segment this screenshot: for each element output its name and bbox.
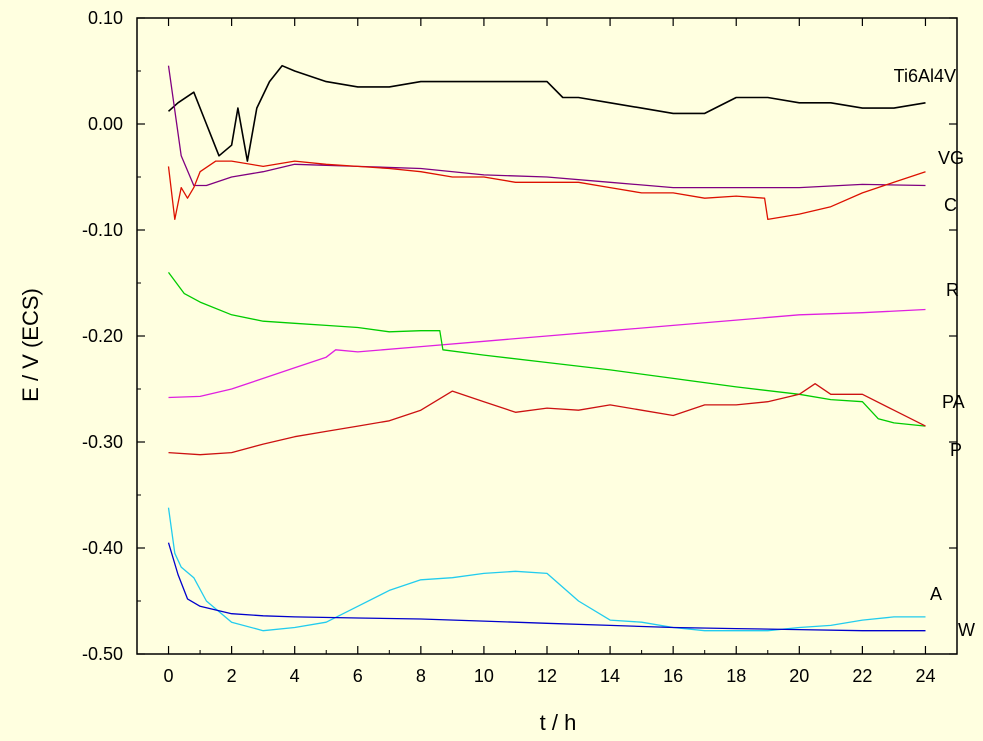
y-axis-title: E / V (ECS) [18, 288, 43, 402]
y-tick-label: -0.20 [82, 326, 123, 346]
series-label-pa: PA [942, 392, 965, 412]
series-lines [167, 64, 926, 632]
axis-ticks: 0 2 4 6 8 10 12 14 16 18 20 22 24-0.50-0.40-0.30-0.2… [82, 8, 957, 686]
series-line-a [167, 507, 926, 632]
series-label-ti6al4v: Ti6Al4V [894, 66, 956, 86]
series-label-c: C [944, 195, 957, 215]
y-tick-label: -0.10 [82, 220, 123, 240]
series-label-vg: VG [938, 148, 964, 168]
x-tick-label: 10 [474, 666, 494, 686]
x-tick-label: 8 [416, 666, 426, 686]
x-tick-label: 20 [789, 666, 809, 686]
y-tick-label: -0.50 [82, 644, 123, 664]
x-tick-label: 24 [915, 666, 935, 686]
series-line-vg [167, 65, 926, 189]
series-label-p: P [950, 440, 962, 460]
series-line-pa [167, 272, 926, 427]
x-tick-label: 16 [663, 666, 683, 686]
series-line-r [168, 308, 926, 399]
x-tick-label: 2 [227, 666, 237, 686]
series-line-ti6al4v [167, 64, 926, 162]
x-tick-label: 14 [600, 666, 620, 686]
y-tick-label: 0.00 [88, 114, 123, 134]
x-tick-label: 12 [537, 666, 557, 686]
x-tick-label: 0 [164, 666, 174, 686]
x-tick-label: 4 [290, 666, 300, 686]
y-tick-label: 0.10 [88, 8, 123, 28]
y-tick-label: -0.30 [82, 432, 123, 452]
series-line-w [167, 542, 926, 632]
series-line-p [168, 383, 926, 456]
x-tick-label: 22 [852, 666, 872, 686]
series-label-a: A [930, 584, 942, 604]
series-label-r: R [946, 280, 959, 300]
series-label-w: W [958, 620, 975, 640]
y-tick-label: -0.40 [82, 538, 123, 558]
x-tick-label: 6 [353, 666, 363, 686]
series-line-c [167, 160, 926, 221]
x-axis-title: t / h [540, 710, 577, 735]
x-tick-label: 18 [726, 666, 746, 686]
